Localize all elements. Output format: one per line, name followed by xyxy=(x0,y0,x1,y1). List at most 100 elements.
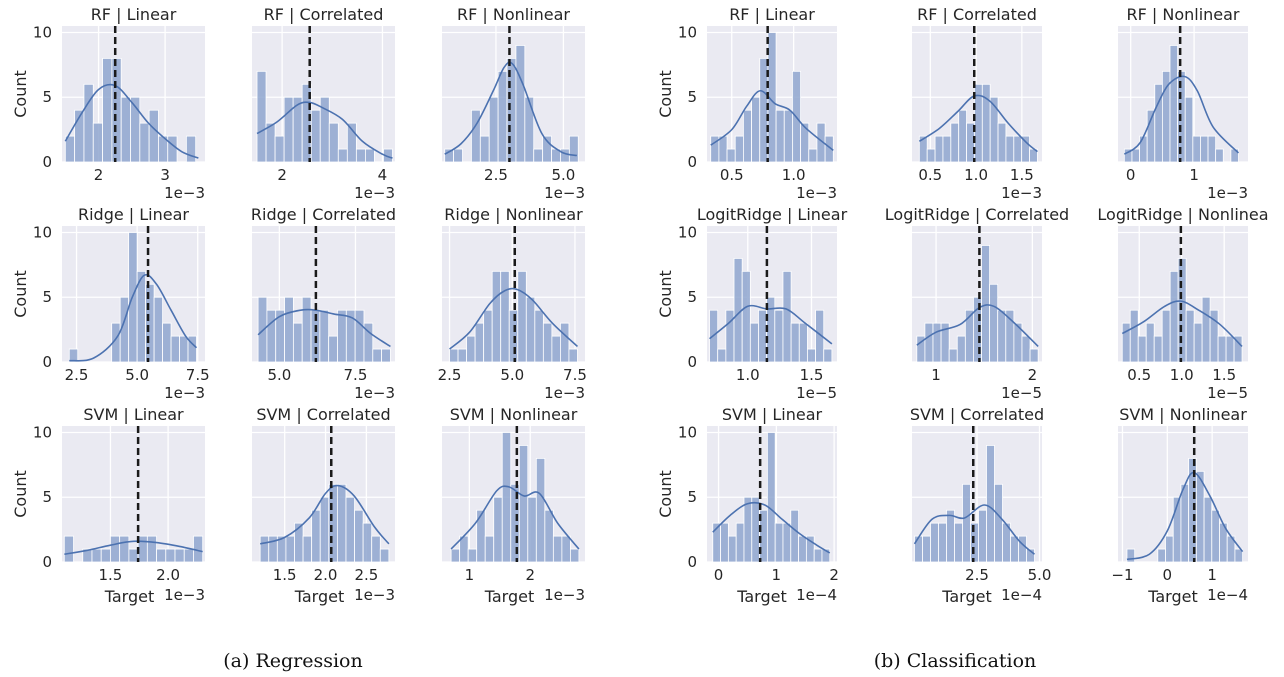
panel-title: Ridge | Linear xyxy=(78,205,189,224)
histogram-bar xyxy=(500,270,510,363)
subplot: RF | Nonlinear 2.5 5.01e−3 xyxy=(442,5,585,202)
histogram-bar xyxy=(479,135,490,163)
histogram-bar xyxy=(751,496,760,563)
histogram-bar xyxy=(1010,535,1019,563)
x-tick-label: 2 xyxy=(94,166,104,184)
x-tick-label: 0 xyxy=(714,566,724,584)
x-tick-label: 5.0 xyxy=(125,366,149,384)
x-tick-label: 1.0 xyxy=(1170,366,1194,384)
x-tick-label: 1 xyxy=(931,366,941,384)
histogram-bar xyxy=(345,496,355,563)
subplot: SVM | Nonlinear 1 2 1e−3 Target xyxy=(442,405,585,606)
histogram-bar xyxy=(1200,135,1209,163)
histogram-bar xyxy=(1129,309,1139,363)
x-tick-label: 0 xyxy=(1163,566,1173,584)
histogram-bar xyxy=(110,535,121,563)
kde-curve xyxy=(1121,300,1243,348)
panel-title: LogitRidge | Nonlinea xyxy=(1097,205,1268,224)
subplot: LogitRidge | Correlated 1 21e−5 xyxy=(885,205,1069,402)
panel-title: RF | Linear xyxy=(91,5,177,24)
histogram-bar xyxy=(717,348,727,363)
x-scale-label: 1e−3 xyxy=(164,184,205,202)
histogram-bar xyxy=(83,83,94,163)
x-tick-label: 1 xyxy=(772,566,782,584)
x-tick-label: 0.5 xyxy=(1127,366,1151,384)
x-tick-label: 1.5 xyxy=(1212,366,1236,384)
histogram-bar xyxy=(813,548,823,563)
histogram-bar xyxy=(294,522,304,563)
histogram-bar xyxy=(824,135,834,163)
kde-curve xyxy=(444,61,578,157)
histogram-bar xyxy=(1161,309,1171,363)
histogram-bar xyxy=(989,96,999,163)
x-scale-label: 1e−5 xyxy=(796,384,837,402)
histogram-bar xyxy=(265,122,276,163)
histogram-bar xyxy=(798,322,808,363)
histogram-bar xyxy=(346,122,357,163)
histogram-bar xyxy=(302,535,313,563)
histogram-bar xyxy=(720,522,729,563)
y-axis-label: Count xyxy=(11,70,30,118)
histogram-bar xyxy=(749,322,759,363)
histogram-bar xyxy=(989,283,999,363)
x-tick-label: 2 xyxy=(277,166,287,184)
kde-curve xyxy=(449,287,579,350)
histogram-bar xyxy=(922,535,931,563)
histogram-bar xyxy=(815,309,825,363)
histogram-bar xyxy=(128,548,139,563)
x-scale-label: 1e−3 xyxy=(164,586,205,604)
histogram-bar xyxy=(185,135,197,163)
histogram-bar xyxy=(156,548,167,563)
histogram-bar xyxy=(102,57,113,163)
subplot: RF | Linear 2 3 0 5 10 Count 1e−3 xyxy=(11,5,205,202)
histogram-bar xyxy=(524,96,535,163)
histogram-bar xyxy=(725,309,735,363)
x-axis-label: Target xyxy=(941,587,992,606)
histogram-bar xyxy=(790,509,799,563)
histogram-bar xyxy=(1215,148,1224,163)
histogram-bar xyxy=(527,496,537,563)
x-axis-label: Target xyxy=(294,587,345,606)
x-tick-label: 1.0 xyxy=(964,166,988,184)
histogram-bar xyxy=(165,548,176,563)
histogram-bar xyxy=(337,148,348,163)
histogram-bar xyxy=(542,322,553,363)
y-tick-label: 10 xyxy=(33,423,52,441)
y-tick-label: 0 xyxy=(687,553,697,571)
histogram-bar xyxy=(474,322,485,363)
x-tick-label: 7.5 xyxy=(186,366,210,384)
subplot: SVM | Correlated 1.5 2.0 2.5 1e−3 Target xyxy=(252,405,395,606)
kde-curve xyxy=(69,273,198,362)
histogram-bar xyxy=(932,322,942,363)
x-tick-label: 5.0 xyxy=(267,366,291,384)
histogram-bar xyxy=(1131,148,1140,163)
histogram-bar xyxy=(1177,257,1187,363)
histogram-bar xyxy=(533,148,544,163)
histogram-bar xyxy=(362,522,373,563)
histogram-bar xyxy=(183,548,194,563)
histogram-bar xyxy=(1201,296,1211,363)
histogram-bar xyxy=(517,270,527,363)
histogram-bar xyxy=(743,496,753,563)
y-tick-label: 5 xyxy=(687,488,697,506)
y-axis-label: Count xyxy=(656,70,675,118)
histogram-bar xyxy=(310,109,321,163)
histogram-bar xyxy=(821,548,831,563)
histogram-bar xyxy=(372,348,383,363)
histogram-bar xyxy=(568,135,579,163)
y-axis-label: Count xyxy=(656,270,675,318)
histogram-bar xyxy=(364,148,375,163)
x-scale-label: 1e−3 xyxy=(354,586,395,604)
x-tick-label: 1 xyxy=(465,566,475,584)
x-scale-label: 1e−3 xyxy=(544,586,585,604)
x-scale-label: 1e−3 xyxy=(164,384,205,402)
subplot: RF | Nonlinear 0 1 1e−3 xyxy=(1118,5,1248,202)
x-tick-label: 1 xyxy=(1207,566,1217,584)
histogram-bar xyxy=(1185,309,1195,363)
histogram-bar xyxy=(1233,335,1243,363)
histogram-bar xyxy=(337,309,347,363)
x-scale-label: 1e−3 xyxy=(1001,184,1042,202)
x-tick-label: 1.5 xyxy=(99,566,123,584)
panel-title: RF | Correlated xyxy=(264,5,384,24)
x-scale-label: 1e−5 xyxy=(1207,384,1248,402)
